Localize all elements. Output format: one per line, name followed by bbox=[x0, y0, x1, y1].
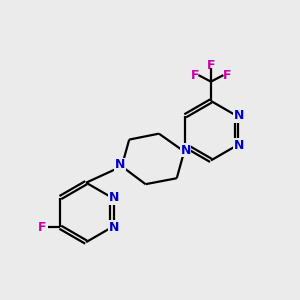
Text: F: F bbox=[190, 69, 199, 82]
Text: F: F bbox=[207, 59, 215, 72]
Text: N: N bbox=[115, 158, 125, 171]
Text: F: F bbox=[223, 69, 231, 82]
Text: N: N bbox=[181, 143, 191, 157]
Text: F: F bbox=[38, 221, 47, 234]
Text: N: N bbox=[109, 221, 119, 234]
Text: N: N bbox=[109, 191, 119, 204]
Text: N: N bbox=[234, 139, 244, 152]
Text: N: N bbox=[234, 109, 244, 122]
